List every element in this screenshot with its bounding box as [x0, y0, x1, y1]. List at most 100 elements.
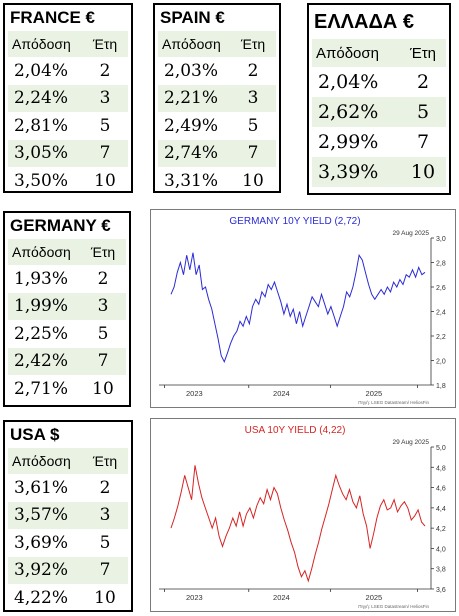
table-row: 3,57% 3	[8, 501, 128, 529]
yield-value: 2,81%	[14, 115, 69, 136]
years-value: 7	[416, 131, 430, 153]
y-tick-label: 3,0	[436, 236, 446, 243]
yield-value: 2,42%	[14, 351, 69, 372]
yield-value: 2,21%	[164, 88, 219, 109]
series-line	[170, 465, 426, 583]
years-header: Έτη	[92, 36, 118, 52]
years-value: 7	[247, 143, 259, 164]
series-line	[170, 252, 426, 363]
years-value: 10	[92, 378, 114, 399]
yield-value: 2,71%	[14, 378, 69, 399]
years-value: 7	[97, 351, 109, 372]
table-title: USA $	[10, 425, 60, 444]
yield-value: 3,61%	[14, 477, 69, 498]
table-row: 2,99% 7	[312, 127, 446, 157]
table-row: 2,24% 3	[8, 84, 128, 112]
y-tick-label: 2,4	[436, 310, 446, 317]
table-row: 2,42% 7	[8, 347, 126, 375]
years-value: 5	[99, 532, 111, 553]
years-value: 2	[97, 268, 109, 289]
table-row: 2,71% 10	[8, 375, 126, 403]
years-value: 7	[99, 560, 111, 581]
chart-title: USA 10Y YIELD (4,22)	[245, 425, 346, 436]
yield-header: Απόδοση	[316, 44, 379, 62]
table-germany: GERMANY € Απόδοση Έτη 1,93% 2 1,99% 3 2,25% 5 2,4…	[3, 211, 131, 407]
yield-header: Απόδοση	[12, 244, 71, 260]
y-tick-label: 3,6	[436, 587, 446, 594]
years-value: 7	[99, 143, 111, 164]
table-row: 2,49% 5	[158, 112, 276, 140]
x-tick-label: 2023	[186, 593, 203, 602]
table-title: SPAIN €	[160, 8, 225, 27]
years-value: 10	[410, 161, 436, 183]
table-row: 1,93% 2	[8, 265, 126, 293]
chart-title: GERMANY 10Y YIELD (2,72)	[229, 216, 360, 227]
years-header: Έτη	[90, 244, 116, 260]
yield-value: 2,74%	[164, 143, 219, 164]
usa-yield-chart-box: USA 10Y YIELD (4,22) 29 Aug 2025 5,0 4,8 4,6…	[150, 418, 456, 612]
yield-value: 2,04%	[318, 71, 379, 93]
table-header: Απόδοση Έτη	[8, 448, 128, 474]
table-row: 3,39% 10	[312, 157, 446, 187]
years-header: Έτη	[240, 36, 266, 52]
table-row: 4,22% 10	[8, 584, 128, 612]
table-row: 2,25% 5	[8, 320, 126, 348]
y-tick-label: 5,0	[436, 445, 446, 452]
years-value: 3	[99, 505, 111, 526]
table-row: 3,50% 10	[8, 167, 128, 195]
years-value: 3	[97, 296, 109, 317]
years-value: 10	[94, 587, 116, 608]
yield-header: Απόδοση	[12, 453, 71, 469]
years-value: 5	[416, 101, 430, 123]
years-value: 2	[247, 60, 259, 81]
y-tick-label: 4,4	[436, 506, 446, 513]
yield-value: 2,49%	[164, 115, 219, 136]
yield-value: 2,03%	[164, 60, 219, 81]
table-usa: USA $ Απόδοση Έτη 3,61% 2 3,57% 3 3,69% 5 3,92% 7 4…	[3, 420, 133, 612]
germany-yield-chart: GERMANY 10Y YIELD (2,72) 29 Aug 2025 3,0 2,…	[159, 216, 446, 405]
table-row: 2,74% 7	[158, 139, 276, 167]
table-title: GERMANY €	[10, 216, 111, 235]
years-header: Έτη	[92, 453, 118, 469]
table-row: 2,81% 5	[8, 112, 128, 140]
y-tick-label: 4,6	[436, 486, 446, 493]
y-tick-label: 2,2	[436, 334, 446, 341]
years-value: 2	[99, 60, 111, 81]
yield-header: Απόδοση	[162, 36, 221, 52]
years-value: 5	[247, 115, 259, 136]
yield-value: 2,04%	[14, 60, 69, 81]
yield-value: 3,57%	[14, 505, 69, 526]
yield-value: 2,25%	[14, 323, 69, 344]
yield-value: 4,22%	[14, 587, 69, 608]
yield-value: 2,99%	[318, 131, 379, 153]
yield-value: 2,62%	[318, 101, 379, 123]
x-tick-label: 2024	[273, 389, 290, 398]
table-row: 3,69% 5	[8, 529, 128, 557]
table-header: Απόδοση Έτη	[312, 39, 446, 67]
x-tick-label: 2023	[186, 389, 203, 398]
years-value: 5	[99, 115, 111, 136]
usa-yield-chart: USA 10Y YIELD (4,22) 29 Aug 2025 5,0 4,8 4,6…	[159, 425, 446, 609]
x-tick-label: 2025	[366, 389, 383, 398]
x-tick-label: 2024	[273, 593, 290, 602]
yield-value: 3,69%	[14, 532, 69, 553]
table-row: 2,03% 2	[158, 57, 276, 85]
y-tick-label: 2,0	[436, 359, 446, 366]
years-value: 2	[416, 71, 430, 93]
table-header: Απόδοση Έτη	[158, 31, 276, 57]
yield-value: 3,50%	[14, 170, 69, 191]
y-tick-label: 4,2	[436, 526, 446, 533]
germany-yield-chart-box: GERMANY 10Y YIELD (2,72) 29 Aug 2025 3,0 2,…	[150, 209, 456, 408]
table-row: 2,21% 3	[158, 84, 276, 112]
years-value: 5	[97, 323, 109, 344]
chart-source: Πηγή: LSEG Datastream/ HeliosFin	[358, 399, 429, 405]
y-tick-label: 3,8	[436, 567, 446, 574]
x-tick-label: 2025	[366, 593, 383, 602]
table-row: 3,92% 7	[8, 556, 128, 584]
yield-value: 3,05%	[14, 143, 69, 164]
years-value: 10	[242, 170, 264, 191]
yield-value: 3,31%	[164, 170, 219, 191]
years-value: 3	[99, 88, 111, 109]
years-header: Έτη	[409, 44, 437, 62]
chart-source: Πηγή: LSEG Datastream/ HeliosFin	[358, 603, 429, 609]
